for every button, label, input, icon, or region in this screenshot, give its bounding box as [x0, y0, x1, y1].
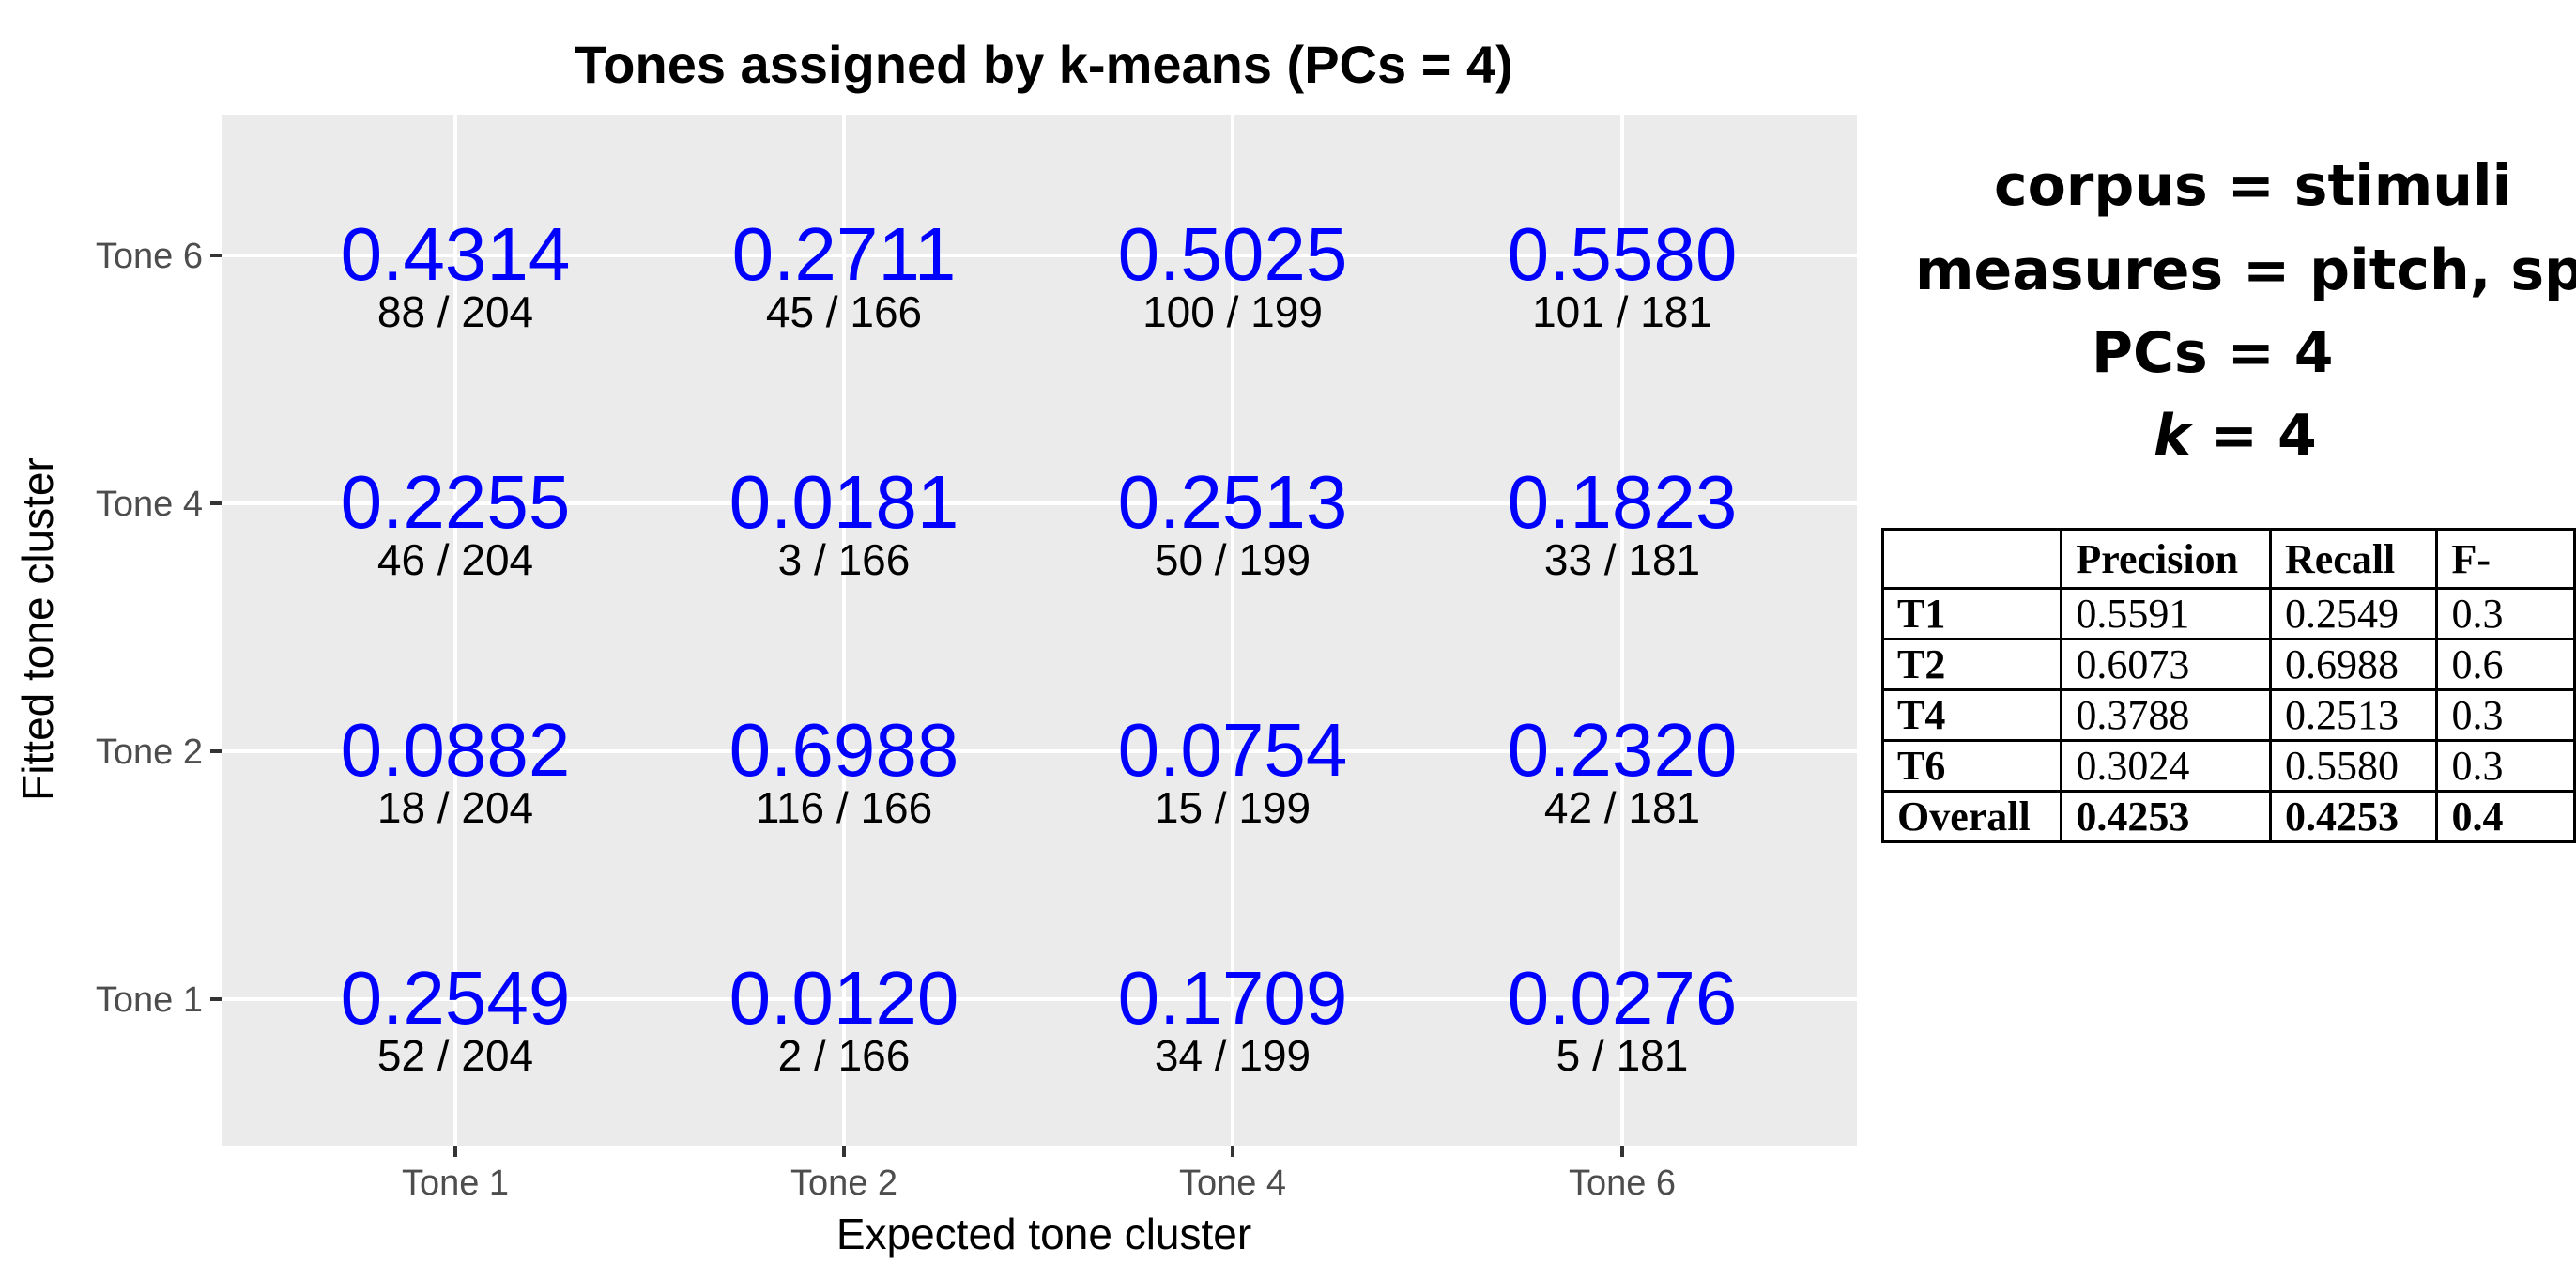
measures-annotation: measures = pitch, spec. — [1915, 238, 2576, 303]
cell-count-label: 33 / 181 — [1544, 535, 1700, 584]
metrics-header-blank — [1880, 528, 2063, 590]
cell-count-label: 116 / 166 — [756, 783, 932, 832]
cell-value-label: 0.1823 — [1508, 460, 1738, 544]
cell-count-label: 88 / 204 — [377, 287, 533, 336]
cell-value-label: 0.5025 — [1118, 212, 1348, 296]
y-tick-label: Tone 4 — [96, 485, 203, 524]
metrics-row-t4: T4 0.3788 0.2513 0.3 — [1880, 688, 2576, 742]
x-tick-label: Tone 2 — [790, 1164, 897, 1203]
y-axis-title: Fitted tone cluster — [13, 457, 62, 801]
x-axis-title: Expected tone cluster — [836, 1210, 1251, 1258]
metrics-cell: 0.6073 — [2060, 638, 2272, 691]
k-annotation: k = 4 — [2154, 408, 2317, 464]
cell-count-label: 3 / 166 — [778, 535, 911, 584]
metrics-header-recall: Recall — [2268, 528, 2439, 590]
y-tick-label: Tone 2 — [96, 732, 203, 772]
metrics-cell: 0.3 — [2435, 688, 2576, 742]
cell-value-label: 0.0882 — [341, 708, 571, 792]
metrics-header-precision: Precision — [2060, 528, 2272, 590]
cell-value-label: 0.0276 — [1508, 956, 1738, 1040]
x-tick-label: Tone 1 — [402, 1164, 509, 1203]
metrics-row-overall: Overall 0.4253 0.4253 0.4 — [1880, 790, 2576, 843]
x-tick-label: Tone 6 — [1569, 1164, 1676, 1203]
metrics-cell: 0.3024 — [2060, 739, 2272, 793]
metrics-header-row: Precision Recall F- — [1880, 528, 2576, 590]
metrics-row-t6: T6 0.3024 0.5580 0.3 — [1880, 739, 2576, 793]
y-tick-label: Tone 1 — [96, 980, 203, 1020]
k-symbol: k — [2154, 403, 2191, 469]
cell-count-label: 45 / 166 — [766, 287, 922, 336]
metrics-cell: 0.2513 — [2268, 688, 2439, 742]
metrics-cell: 0.5580 — [2268, 739, 2439, 793]
cell-count-label: 42 / 181 — [1544, 783, 1700, 832]
metrics-cell: 0.3 — [2435, 587, 2576, 640]
metrics-row-label: T4 — [1880, 688, 2063, 742]
metrics-cell: 0.4 — [2435, 790, 2576, 843]
cell-value-label: 0.6988 — [729, 708, 959, 792]
cell-count-label: 5 / 181 — [1556, 1031, 1689, 1080]
cell-value-label: 0.2711 — [732, 212, 957, 296]
k-value: = 4 — [2190, 403, 2317, 469]
metrics-table: Precision Recall F- T1 0.5591 0.2549 0.3… — [1880, 528, 2576, 843]
cell-count-label: 100 / 199 — [1142, 287, 1323, 336]
cell-count-label: 18 / 204 — [377, 783, 533, 832]
metrics-row-t1: T1 0.5591 0.2549 0.3 — [1880, 587, 2576, 640]
metrics-row-label: Overall — [1880, 790, 2063, 843]
cell-count-label: 34 / 199 — [1155, 1031, 1311, 1080]
metrics-cell: 0.3788 — [2060, 688, 2272, 742]
cell-value-label: 0.2320 — [1508, 708, 1738, 792]
metrics-cell: 0.4253 — [2060, 790, 2272, 843]
cell-value-label: 0.0754 — [1118, 708, 1348, 792]
cell-value-label: 0.2513 — [1118, 460, 1348, 544]
grid-lines — [222, 115, 1857, 1146]
cell-value-label: 0.2549 — [341, 956, 571, 1040]
metrics-cell: 0.4253 — [2268, 790, 2439, 843]
metrics-cell: 0.5591 — [2060, 587, 2272, 640]
cell-value-label: 0.1709 — [1118, 956, 1348, 1040]
cell-value-label: 0.5580 — [1508, 212, 1738, 296]
metrics-cell: 0.6 — [2435, 638, 2576, 691]
cell-value-label: 0.0120 — [729, 956, 959, 1040]
metrics-row-label: T1 — [1880, 587, 2063, 640]
cell-count-label: 101 / 181 — [1532, 287, 1712, 336]
cell-value-label: 0.2255 — [341, 460, 571, 544]
cell-count-label: 15 / 199 — [1155, 783, 1311, 832]
axes: Tone 1 Tone 2 Tone 4 Tone 6 Tone 1 Tone 2 Tone… — [96, 237, 1676, 1203]
metrics-cell: 0.3 — [2435, 739, 2576, 793]
metrics-row-t2: T2 0.6073 0.6988 0.6 — [1880, 638, 2576, 691]
cell-value-label: 0.4314 — [341, 212, 571, 296]
cell-count-label: 52 / 204 — [377, 1031, 533, 1080]
cell-count-label: 2 / 166 — [778, 1031, 911, 1080]
pcs-annotation: PCs = 4 — [2092, 320, 2334, 386]
metrics-header-f-score: F- — [2435, 528, 2576, 590]
chart-title: Tones assigned by k-means (PCs = 4) — [575, 35, 1513, 94]
x-tick-label: Tone 4 — [1179, 1164, 1286, 1203]
corpus-annotation: corpus = stimuli — [1994, 153, 2512, 219]
metrics-cell: 0.2549 — [2268, 587, 2439, 640]
cell-count-label: 46 / 204 — [377, 535, 533, 584]
cell-value-label: 0.0181 — [729, 460, 959, 544]
metrics-row-label: T6 — [1880, 739, 2063, 793]
cell-count-label: 50 / 199 — [1155, 535, 1311, 584]
metrics-row-label: T2 — [1880, 638, 2063, 691]
plot-panel — [222, 115, 1857, 1146]
y-tick-label: Tone 6 — [96, 237, 203, 276]
metrics-cell: 0.6988 — [2268, 638, 2439, 691]
